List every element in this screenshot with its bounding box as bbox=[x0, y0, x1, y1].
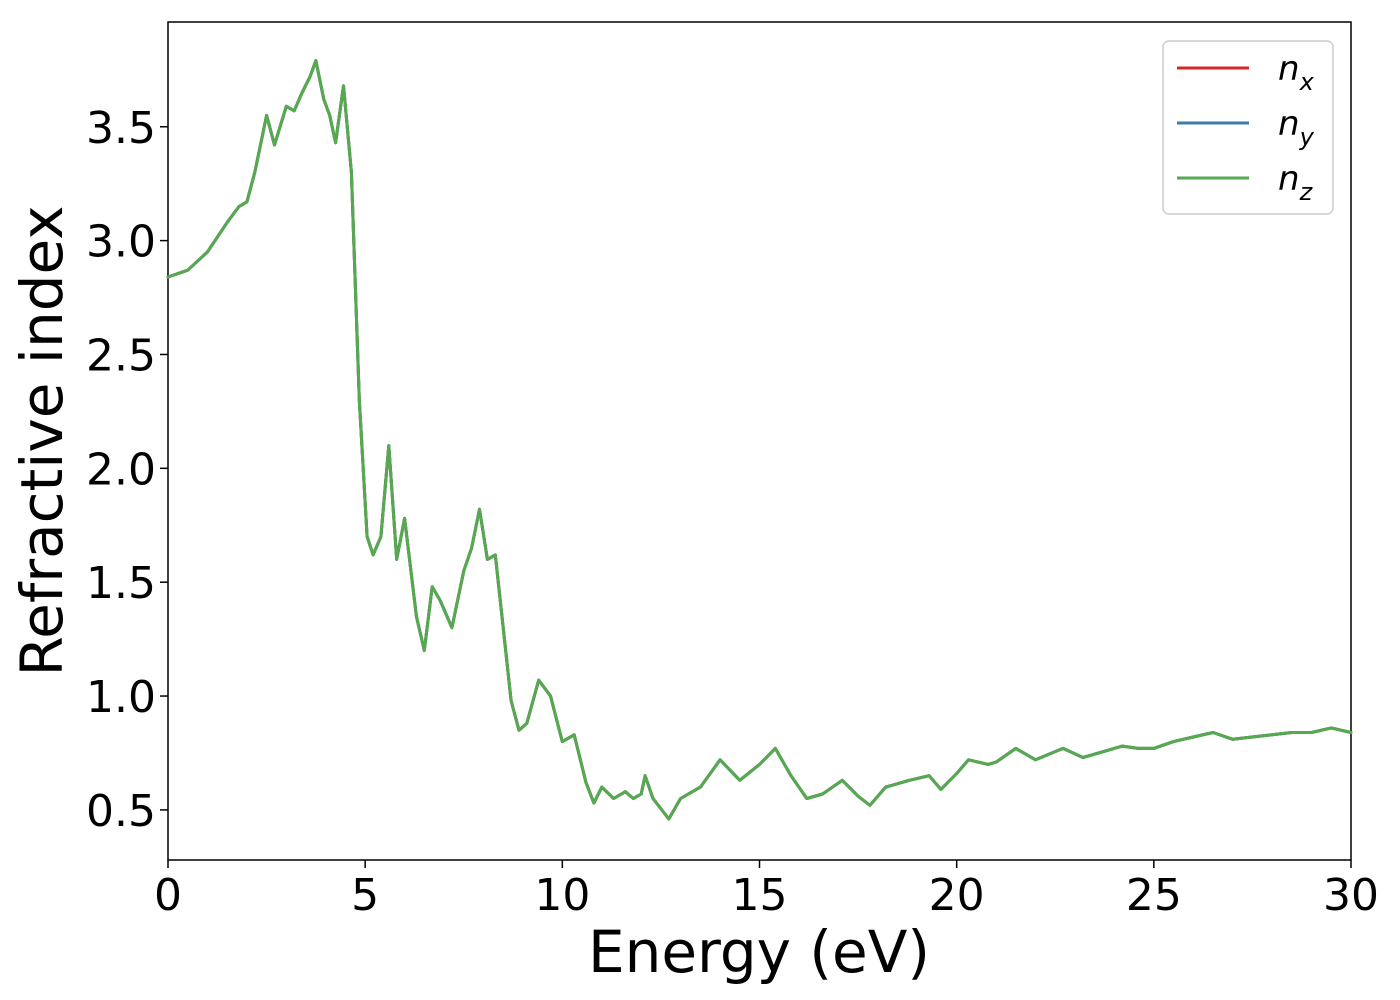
y-tick-label: 1.0 bbox=[86, 672, 156, 723]
legend-frame bbox=[1162, 40, 1334, 215]
series-line-n-z bbox=[166, 59, 1353, 821]
y-tick-label: 2.0 bbox=[86, 444, 156, 495]
x-tick-label: 0 bbox=[154, 870, 182, 921]
x-axis-ticks: 0 5 10 15 20 25 30 bbox=[154, 860, 1379, 921]
y-tick-label: 3.5 bbox=[86, 103, 156, 154]
x-tick-label: 5 bbox=[351, 870, 379, 921]
y-axis-label: Refractive index bbox=[8, 205, 76, 676]
y-tick-label: 2.5 bbox=[86, 330, 156, 381]
x-tick-label: 20 bbox=[929, 870, 985, 921]
y-tick-label: 0.5 bbox=[86, 786, 156, 837]
legend-label: nx bbox=[1278, 49, 1315, 96]
x-tick-label: 10 bbox=[534, 870, 590, 921]
x-tick-label: 15 bbox=[732, 870, 788, 921]
y-axis-ticks: 0.5 1.0 1.5 2.0 2.5 3.0 3.5 bbox=[86, 103, 168, 837]
legend-label: ny bbox=[1278, 104, 1315, 151]
y-tick-label: 1.5 bbox=[86, 558, 156, 609]
x-tick-label: 30 bbox=[1323, 870, 1379, 921]
legend-label: nz bbox=[1278, 159, 1314, 206]
series-lines bbox=[166, 59, 1353, 821]
x-axis-label: Energy (eV) bbox=[588, 918, 930, 986]
y-tick-label: 3.0 bbox=[86, 217, 156, 268]
x-tick-label: 25 bbox=[1126, 870, 1182, 921]
legend: nx ny nz bbox=[1162, 40, 1334, 215]
